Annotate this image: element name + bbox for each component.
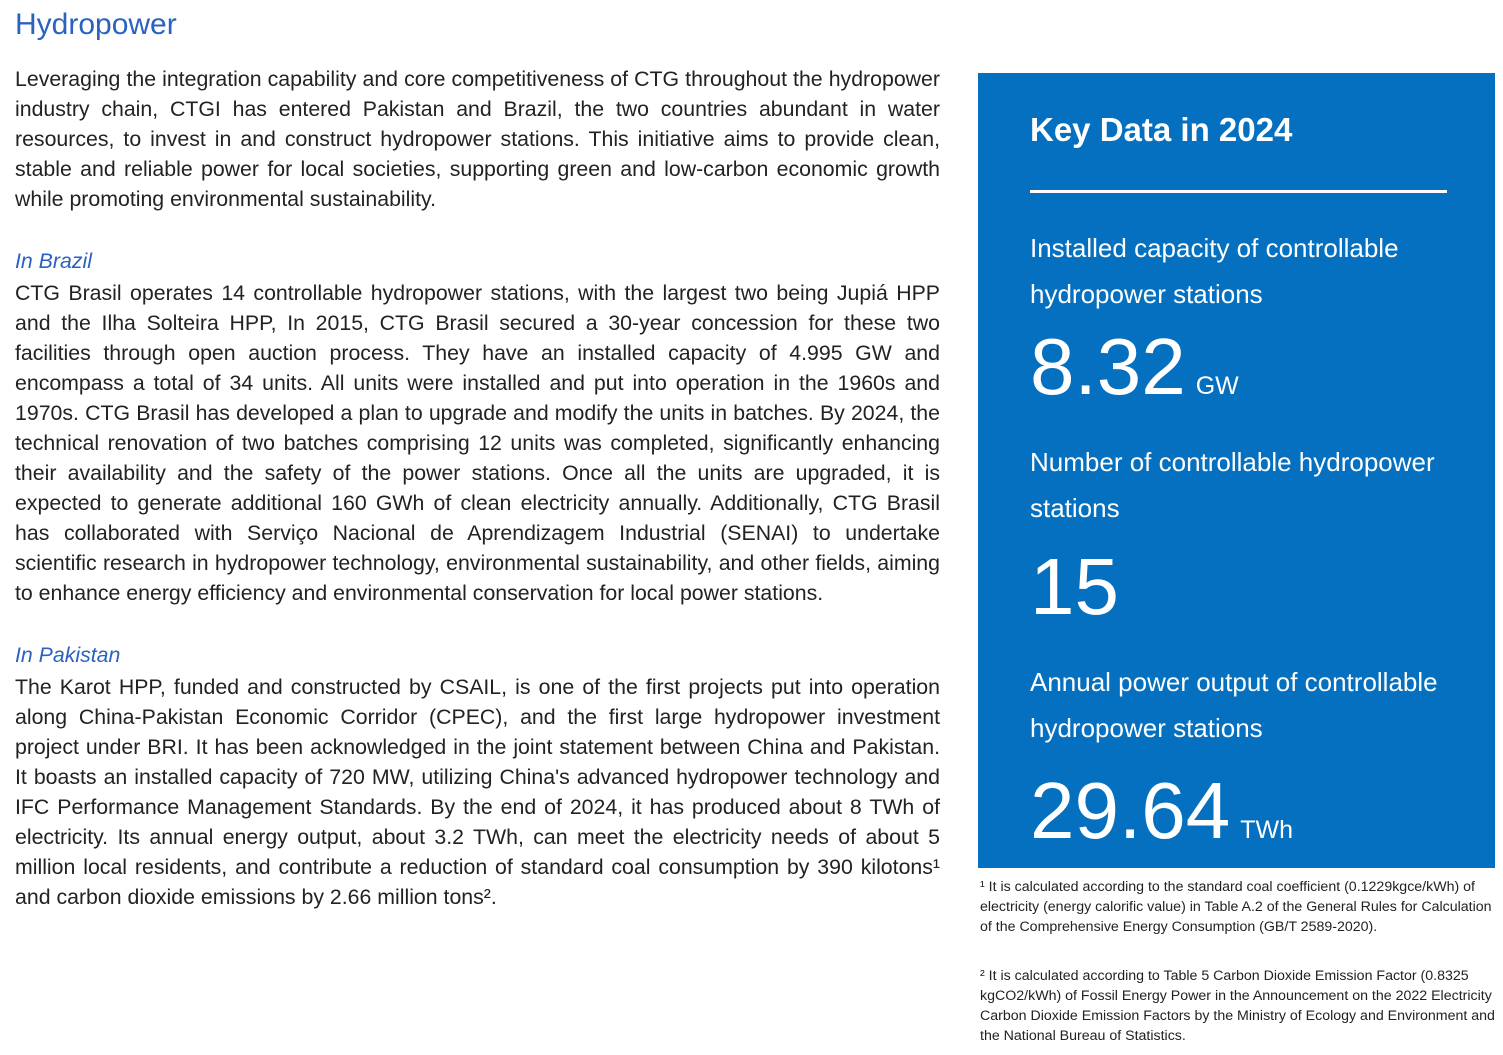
unit: GW — [1195, 372, 1239, 400]
page-title: Hydropower — [15, 8, 177, 41]
installed-capacity-label: Installed capacity of controllable hydro… — [1030, 233, 1399, 309]
unit: TWh — [1240, 816, 1293, 844]
key-data-panel: Key Data in 2024 Installed capacity of c… — [978, 73, 1495, 868]
pakistan-paragraph: The Karot HPP, funded and constructed by… — [15, 675, 940, 909]
intro-paragraph: Leveraging the integration capability an… — [15, 67, 940, 211]
brazil-paragraph: CTG Brasil operates 14 controllable hydr… — [15, 281, 940, 605]
main-text-column: Leveraging the integration capability an… — [15, 64, 940, 912]
divider — [1030, 190, 1447, 193]
installed-capacity-value: 8.32 GW — [1030, 327, 1239, 426]
power-output-value: 29.64 TWh — [1030, 771, 1293, 870]
footnote-1: ¹ It is calculated according to the stan… — [980, 879, 1492, 935]
station-count-value: 15 — [1030, 547, 1119, 627]
footnote-2: ² It is calculated according to Table 5 … — [980, 968, 1495, 1044]
value: 29.64 — [1030, 766, 1231, 855]
key-data-title: Key Data in 2024 — [1030, 111, 1293, 148]
power-output-label: Annual power output of controllable hydr… — [1030, 667, 1438, 743]
value: 15 — [1030, 542, 1119, 631]
station-count-label: Number of controllable hydropower statio… — [1030, 447, 1435, 523]
value: 8.32 — [1030, 322, 1186, 411]
pakistan-heading: In Pakistan — [15, 643, 121, 667]
brazil-heading: In Brazil — [15, 249, 92, 273]
